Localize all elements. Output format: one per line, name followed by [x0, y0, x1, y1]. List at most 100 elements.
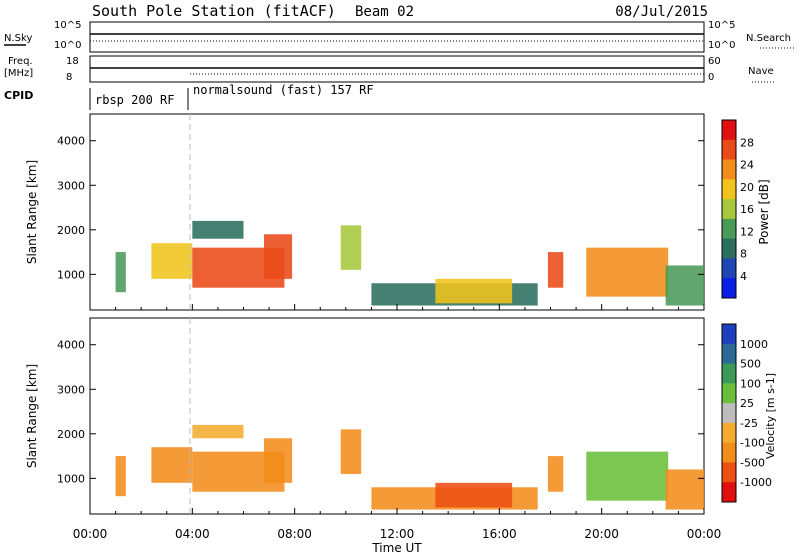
velocity-region-8 — [547, 456, 564, 492]
xlabel: Time UT — [371, 541, 422, 554]
power-region-7 — [435, 278, 513, 304]
power-ytick-label-3: 4000 — [57, 135, 85, 148]
power-colorbar-cell-6 — [722, 238, 736, 259]
velocity-region-10 — [665, 469, 704, 510]
nsearch-label: N.Search — [746, 33, 791, 44]
power-colorbar-cell-1 — [722, 139, 736, 161]
cpid-label: CPID — [4, 89, 33, 102]
nsky-strip — [89, 21, 705, 53]
power-region-8 — [547, 252, 564, 288]
velocity-y-axis: 1000 2000 3000 4000 — [57, 339, 705, 514]
nsky-tick-top: 10^5 — [54, 20, 81, 31]
freq-strip — [89, 55, 705, 83]
velocity-colorbar-cell-7 — [722, 462, 736, 483]
velocity-colorbar-cell-1 — [722, 343, 736, 365]
velocity-colorbar-cell-2 — [722, 363, 736, 384]
power-colorbar-cell-0 — [722, 120, 736, 141]
nsearch-tick-top: 10^5 — [708, 20, 735, 31]
nave-label: Nave — [748, 66, 774, 77]
xtick-label-3: 12:00 — [380, 527, 415, 541]
power-colorbar-cell-4 — [722, 199, 736, 220]
nave-tick-bottom: 0 — [708, 72, 714, 83]
velocity-colorbar-frame — [721, 323, 737, 503]
velocity-panel: 1000 2000 3000 4000 — [57, 317, 705, 515]
velocity-region-5 — [340, 429, 362, 474]
velocity-ytick-label-0: 1000 — [57, 472, 85, 485]
velocity-colorbar-cell-3 — [722, 383, 736, 404]
velocity-colorbar-cell-8 — [722, 482, 736, 503]
velocity-ytick-label-1: 2000 — [57, 428, 85, 441]
velocity-ytick-label-2: 3000 — [57, 383, 85, 396]
freq-tick-bottom: 8 — [66, 72, 72, 83]
power-colorbar: 4 8 12 16 20 24 28 — [721, 119, 754, 299]
power-region-9 — [586, 247, 669, 297]
xtick-label-4: 16:00 — [482, 527, 517, 541]
plot-title: South Pole Station (fitACF) — [92, 2, 336, 20]
power-colorbar-tick-1: 8 — [740, 248, 747, 261]
xtick-label-2: 08:00 — [277, 527, 312, 541]
xtick-label-1: 04:00 — [175, 527, 210, 541]
power-colorbar-tick-0: 4 — [740, 270, 747, 283]
power-region-0 — [115, 252, 126, 293]
velocity-colorbar-tick-7: -1000 — [740, 476, 772, 489]
velocity-colorbar-tick-6: -500 — [740, 456, 765, 469]
velocity-colorbar: 1000 500 100 25 -25 -100 -500 -1000 — [721, 323, 772, 503]
xtick-label-6: 00:00 — [687, 527, 722, 541]
time-axis: 00:00 04:00 08:00 12:00 16:00 20:00 00:00 — [73, 527, 722, 541]
power-region-5 — [340, 225, 362, 270]
power-colorbar-cell-7 — [722, 258, 736, 279]
freq-tick-top: 18 — [66, 56, 79, 67]
velocity-colorbar-tick-0: 1000 — [740, 338, 768, 351]
xtick-label-0: 00:00 — [73, 527, 108, 541]
power-ytick-label-0: 1000 — [57, 268, 85, 281]
velocity-region-1 — [151, 447, 193, 483]
nave-tick-top: 60 — [708, 56, 721, 67]
freq-label: Freq. — [8, 56, 33, 67]
velocity-colorbar-cell-5 — [722, 422, 736, 444]
power-colorbar-frame — [721, 119, 737, 299]
velocity-heatmap-marks — [115, 424, 704, 510]
velocity-colorbar-tick-4: -25 — [740, 417, 758, 430]
cpid-segment-1: rbsp 200 RF — [95, 93, 174, 107]
power-colorbar-cell-3 — [722, 179, 736, 200]
power-colorbar-tick-3: 16 — [740, 203, 754, 216]
power-colorbar-label: Power [dB] — [757, 179, 771, 244]
power-colorbar-cell-2 — [722, 159, 736, 180]
velocity-colorbar-tick-1: 500 — [740, 358, 761, 371]
power-region-1 — [151, 243, 193, 279]
date-label: 08/Jul/2015 — [615, 4, 708, 20]
power-y-axis: 1000 2000 3000 4000 — [57, 135, 705, 310]
velocity-colorbar-tick-5: -100 — [740, 437, 765, 450]
velocity-ytick-label-3: 4000 — [57, 339, 85, 352]
velocity-region-3 — [263, 438, 293, 483]
power-panel: 1000 2000 3000 4000 — [57, 113, 705, 311]
nsky-label: N.Sky — [4, 33, 32, 44]
power-region-3 — [263, 234, 293, 279]
velocity-colorbar-cell-0 — [722, 324, 736, 345]
velocity-region-0 — [115, 456, 126, 497]
velocity-region-9 — [586, 451, 669, 501]
velocity-colorbar-label: Velocity [m s-1] — [764, 373, 777, 459]
power-ylabel: Slant Range [km] — [25, 160, 39, 264]
xtick-label-5: 20:00 — [584, 527, 619, 541]
nsearch-tick-bottom: 10^0 — [708, 40, 735, 51]
power-ytick-label-1: 2000 — [57, 224, 85, 237]
velocity-colorbar-tick-2: 100 — [740, 377, 761, 390]
power-colorbar-tick-2: 12 — [740, 225, 754, 238]
power-region-10 — [665, 265, 704, 306]
velocity-region-7 — [435, 482, 513, 508]
power-colorbar-tick-5: 24 — [740, 159, 754, 172]
power-colorbar-tick-4: 20 — [740, 181, 754, 194]
velocity-colorbar-cell-4 — [722, 403, 736, 424]
power-ytick-label-2: 3000 — [57, 179, 85, 192]
velocity-region-4 — [192, 424, 244, 439]
velocity-colorbar-tick-3: 25 — [740, 397, 754, 410]
power-colorbar-tick-6: 28 — [740, 136, 754, 149]
nsky-tick-bottom: 10^0 — [54, 40, 81, 51]
power-region-4 — [192, 220, 244, 239]
power-colorbar-cell-5 — [722, 218, 736, 240]
velocity-ylabel: Slant Range [km] — [25, 364, 39, 468]
velocity-colorbar-cell-6 — [722, 442, 736, 463]
beam-label: Beam 02 — [355, 4, 414, 20]
